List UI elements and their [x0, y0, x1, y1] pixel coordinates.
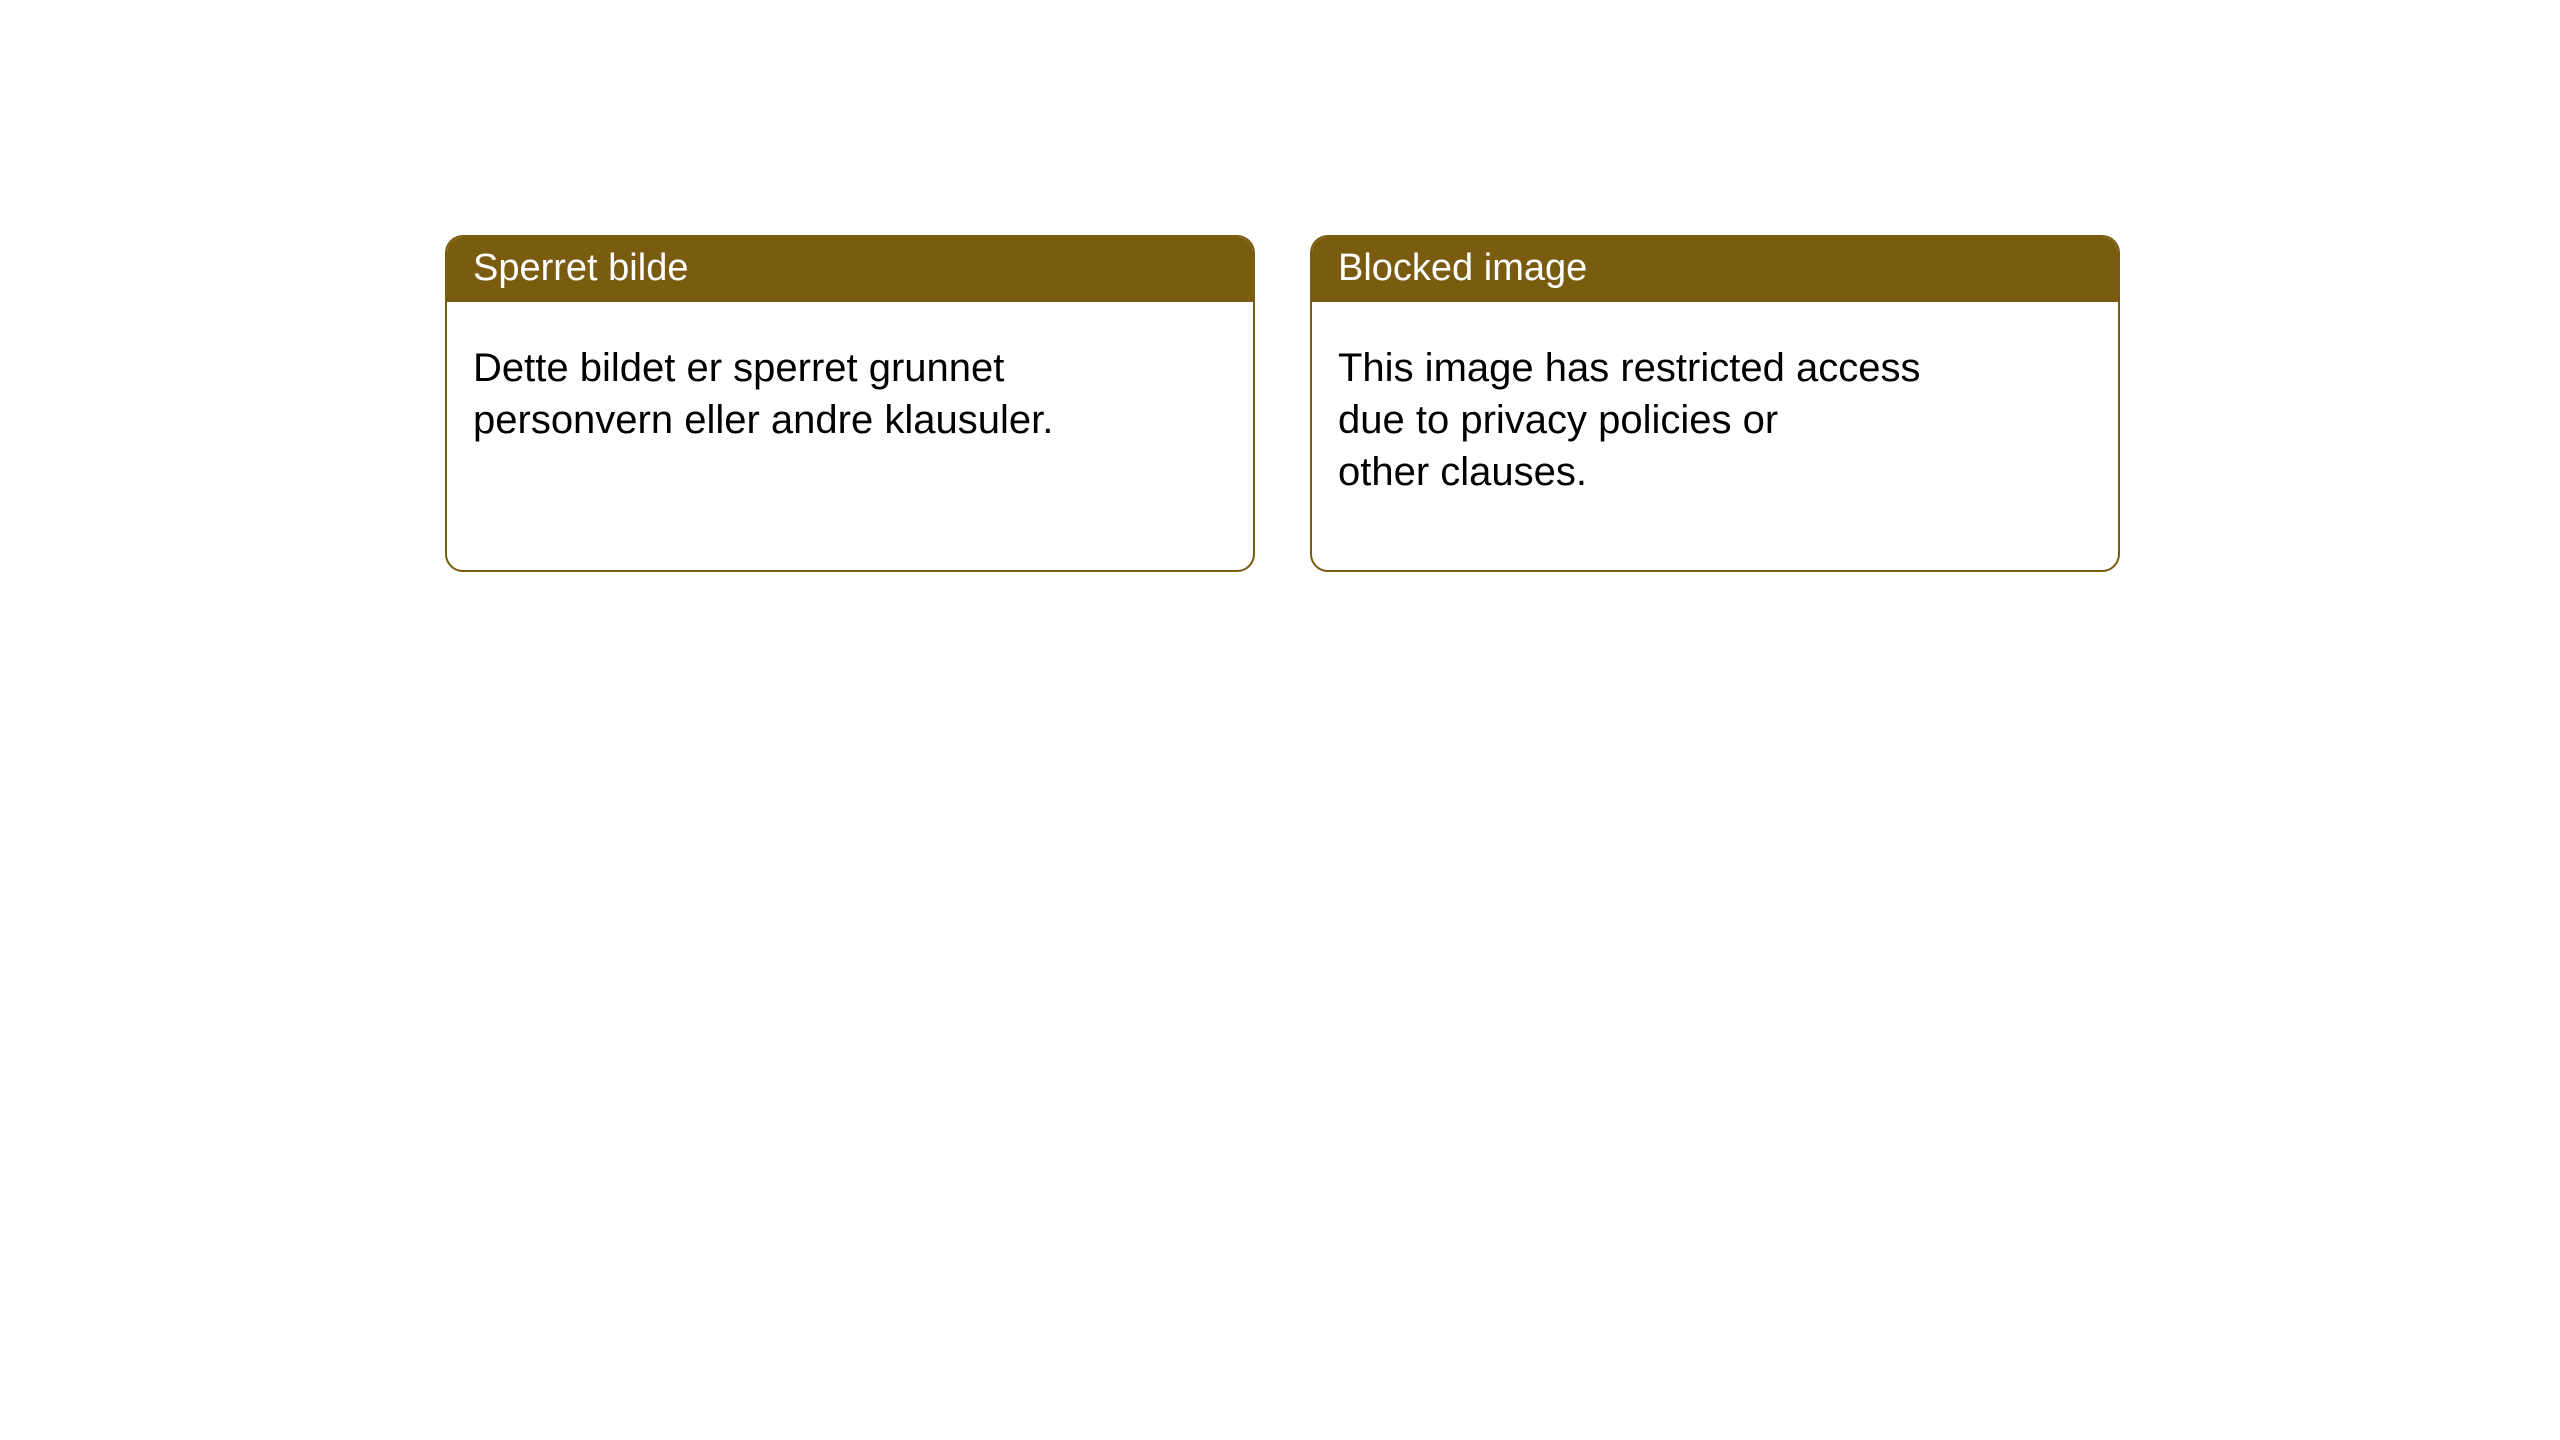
notice-header-norwegian: Sperret bilde [447, 237, 1253, 302]
notice-body-english: This image has restricted access due to … [1312, 302, 2118, 524]
notice-header-english: Blocked image [1312, 237, 2118, 302]
notice-body-norwegian: Dette bildet er sperret grunnet personve… [447, 302, 1253, 472]
notice-card-norwegian: Sperret bilde Dette bildet er sperret gr… [445, 235, 1255, 572]
notice-card-english: Blocked image This image has restricted … [1310, 235, 2120, 572]
notice-cards-container: Sperret bilde Dette bildet er sperret gr… [0, 0, 2560, 572]
